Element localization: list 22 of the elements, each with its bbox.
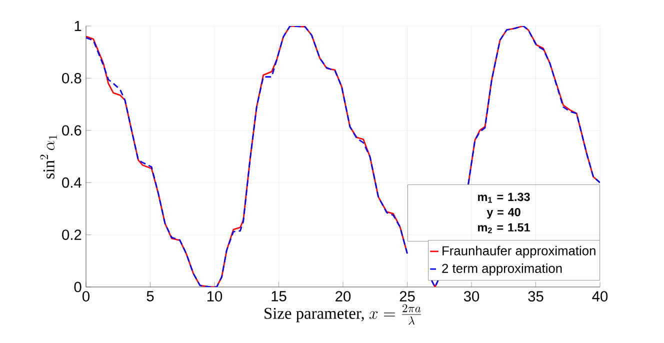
x-tick-label: 30 — [464, 291, 480, 302]
annotation: m$_{2}$ = 1.51 — [478, 223, 530, 234]
x-tick-label: 20 — [336, 291, 351, 302]
y-tick-label: 0.2 — [62, 230, 82, 240]
x-axis-title: $\mbox{Size parameter, }x=\frac{2\pi a}{\lambda}$ — [264, 304, 422, 325]
y-tick-label: 0 — [74, 282, 82, 292]
x-tick-label: 35 — [528, 291, 544, 302]
x-tick-label: 10 — [207, 291, 222, 302]
legend-label: Fraunhaufer approximation — [442, 246, 596, 258]
x-tick-label: 40 — [592, 291, 608, 302]
x-tick-label: 15 — [272, 291, 286, 302]
annotation: m$_{1}$ = 1.33 — [478, 192, 530, 203]
y-tick-label: 0.8 — [62, 73, 82, 84]
y-tick-label: 0.6 — [62, 125, 82, 136]
y-axis-title: $\sin^2\alpha_1$ — [40, 135, 57, 178]
y-tick-label: 1 — [74, 20, 82, 32]
annotation: y = 40 — [486, 208, 520, 219]
legend-label: 2 term approximation — [442, 264, 562, 276]
x-tick-label: 0 — [82, 291, 90, 302]
x-tick-label: 25 — [400, 291, 415, 302]
x-tick-label: 5 — [146, 291, 154, 302]
y-tick-label: 0.4 — [62, 177, 82, 188]
